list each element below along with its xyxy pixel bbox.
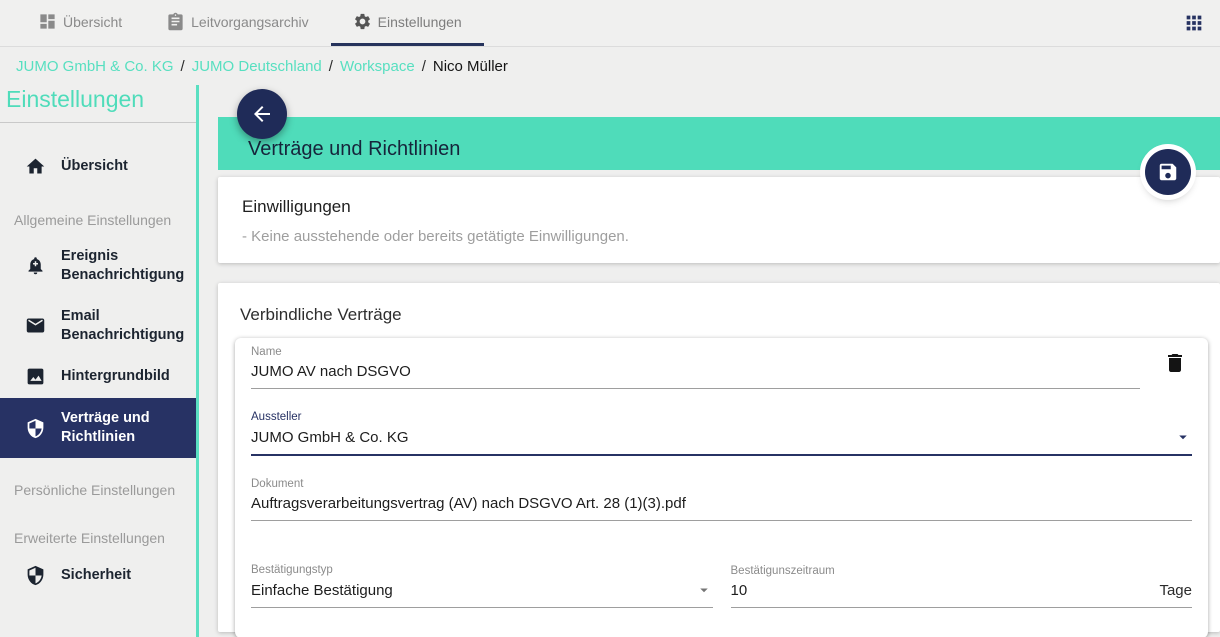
page-title: Verträge und Richtlinien [248, 138, 461, 160]
chevron-down-icon[interactable] [1174, 428, 1192, 446]
consents-empty-note: - Keine ausstehende oder bereits getätig… [242, 228, 629, 245]
tab-label: Übersicht [63, 13, 123, 30]
breadcrumb-company[interactable]: JUMO GmbH & Co. KG [16, 57, 174, 75]
shield-icon [27, 565, 44, 586]
contracts-title: Verbindliche Verträge [240, 305, 402, 324]
document-row: Dokument Auftragsverarbeitungsvertrag (A… [251, 478, 1192, 521]
sidebar-section-erweiterte: Erweiterte Einstellungen [14, 530, 165, 547]
sidebar-item-hintergrundbild[interactable]: Hintergrundbild [0, 355, 196, 398]
sidebar-item-label: Übersicht [61, 158, 128, 175]
sidebar-item-label: Email Benachrichtigung [61, 307, 185, 343]
tab-einstellungen[interactable]: Einstellungen [330, 0, 484, 46]
issuer-select[interactable]: Aussteller JUMO GmbH & Co. KG [251, 411, 1192, 456]
apps-menu-button[interactable] [1180, 9, 1208, 37]
sidebar-item-email-benachrichtigung[interactable]: Email Benachrichtigung [0, 296, 196, 356]
apps-grid-icon [1186, 15, 1202, 31]
breadcrumb-workspace[interactable]: Workspace [339, 57, 415, 75]
breadcrumb: JUMO GmbH & Co. KG / JUMO Deutschland / … [0, 47, 1220, 85]
breadcrumb-separator: / [180, 57, 185, 75]
tab-label: Leitvorgangsarchiv [191, 13, 309, 30]
contracts-card: Verbindliche Verträge Name JUMO AV nach … [218, 283, 1220, 637]
confirmation-type-select[interactable]: Bestätigungstyp Einfache Bestätigung [251, 564, 713, 608]
sidebar-item-label: Verträge und Richtlinien [61, 410, 150, 446]
top-tab-bar: Übersicht Leitvorgangsarchiv Einstellung… [0, 0, 1220, 47]
tab-uebersicht[interactable]: Übersicht [16, 0, 144, 46]
image-icon [27, 369, 44, 385]
confirmation-type-value: Einfache Bestätigung [251, 581, 393, 599]
gear-icon [354, 13, 370, 30]
sidebar-item-label: Ereignis Benachrichtigung [61, 248, 185, 283]
name-value[interactable]: JUMO AV nach DSGVO [251, 363, 411, 380]
trash-icon [1168, 354, 1182, 372]
confirmation-period-field[interactable]: Bestätigunszeitraum 10 Tage [730, 565, 1192, 608]
consents-card: Einwilligungen - Keine ausstehende oder … [218, 177, 1220, 263]
save-button[interactable] [1145, 149, 1191, 195]
name-row: Name JUMO AV nach DSGVO [251, 346, 1192, 389]
document-label: Dokument [251, 478, 304, 490]
main-content: Verträge und Richtlinien Einwilligungen … [218, 85, 1220, 637]
sidebar-item-label: Sicherheit [61, 567, 132, 584]
section-header-bar: Verträge und Richtlinien [218, 117, 1220, 170]
document-field[interactable]: Dokument Auftragsverarbeitungsvertrag (A… [251, 478, 1192, 521]
sidebar-section-allgemeine: Allgemeine Einstellungen [14, 212, 172, 228]
confirmation-period-unit: Tage [1159, 582, 1192, 599]
breadcrumb-separator: / [421, 57, 426, 75]
sidebar-section-persoenliche: Persönliche Einstellungen [14, 482, 176, 499]
consents-title: Einwilligungen [242, 197, 351, 216]
confirmation-row: Bestätigungstyp Einfache Bestätigung Bes… [251, 543, 1192, 608]
name-label: Name [251, 346, 282, 358]
issuer-label: Aussteller [251, 411, 302, 423]
contract-form-panel: Name JUMO AV nach DSGVO Aussteller JUMO … [235, 338, 1208, 637]
clipboard-icon [168, 12, 183, 31]
issuer-row: Aussteller JUMO GmbH & Co. KG [251, 411, 1192, 456]
sidebar-item-ereignis-benachrichtigung[interactable]: Ereignis Benachrichtigung [0, 236, 196, 296]
shield-icon [27, 418, 44, 438]
home-icon [26, 158, 45, 174]
chevron-down-icon[interactable] [695, 581, 713, 599]
confirmation-period-value[interactable]: 10 [730, 582, 748, 599]
tab-leitvorgangsarchiv[interactable]: Leitvorgangsarchiv [144, 0, 331, 46]
issuer-value: JUMO GmbH & Co. KG [251, 428, 409, 446]
breadcrumb-separator: / [328, 57, 333, 75]
sidebar-item-uebersicht[interactable]: Übersicht [0, 145, 196, 188]
settings-sidebar: Einstellungen Übersicht Allgemeine Einst… [0, 85, 199, 637]
breadcrumb-org[interactable]: JUMO Deutschland [191, 57, 322, 75]
email-icon [26, 318, 45, 333]
breadcrumb-user: Nico Müller [432, 57, 508, 75]
dashboard-icon [40, 14, 55, 29]
arrow-left-icon [254, 106, 270, 122]
sidebar-item-label: Hintergrundbild [61, 368, 170, 385]
tab-label: Einstellungen [377, 13, 462, 30]
bell-plus-icon [28, 257, 43, 275]
sidebar-item-sicherheit[interactable]: Sicherheit [0, 554, 196, 597]
delete-contract-button[interactable] [1158, 351, 1192, 389]
name-field[interactable]: Name JUMO AV nach DSGVO [251, 346, 1140, 389]
back-button[interactable] [237, 89, 287, 139]
sidebar-title: Einstellungen [0, 85, 196, 123]
sidebar-item-vertraege-und-richtlinien[interactable]: Verträge und Richtlinien [0, 398, 196, 459]
document-value[interactable]: Auftragsverarbeitungsvertrag (AV) nach D… [251, 495, 686, 512]
save-icon [1159, 163, 1177, 181]
confirmation-type-label: Bestätigungstyp [251, 564, 333, 576]
tab-group: Übersicht Leitvorgangsarchiv Einstellung… [16, 0, 484, 46]
confirmation-period-label: Bestätigunszeitraum [730, 565, 835, 577]
